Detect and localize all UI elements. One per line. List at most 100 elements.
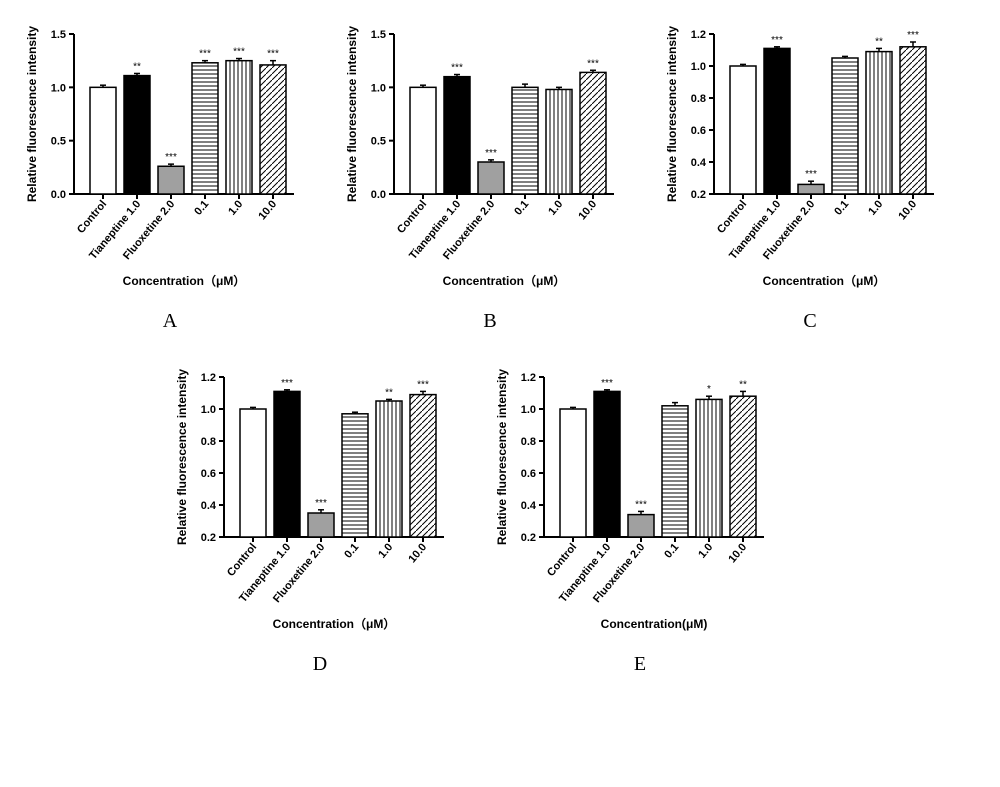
panel-A: 0.00.51.01.5Control**Tianeptine 1.0***Fl…: [20, 20, 320, 333]
x-tick-label: Control: [395, 198, 429, 236]
chart-D: 0.20.40.60.81.01.2Control***Tianeptine 1…: [170, 363, 470, 643]
bar: [90, 87, 116, 194]
x-tick-label: 0.1: [662, 541, 681, 560]
y-axis-label: Relative fluorescence intensity: [665, 26, 679, 202]
bar: [342, 414, 368, 537]
svg-text:0.5: 0.5: [371, 136, 386, 148]
svg-text:1.5: 1.5: [371, 29, 386, 41]
bar: [662, 406, 688, 537]
panel-label-B: B: [340, 310, 640, 333]
svg-text:1.2: 1.2: [691, 29, 706, 41]
significance-marker: ***: [485, 148, 497, 159]
svg-text:0.2: 0.2: [201, 532, 216, 544]
svg-text:0.6: 0.6: [691, 125, 706, 137]
bar: [764, 48, 790, 194]
bar: [594, 391, 620, 537]
bar: [560, 409, 586, 537]
svg-text:0.4: 0.4: [521, 500, 537, 512]
figure-grid: 0.00.51.01.5Control**Tianeptine 1.0***Fl…: [20, 20, 980, 676]
panel-B: 0.00.51.01.5Control***Tianeptine 1.0***F…: [340, 20, 640, 333]
x-axis-label: Concentration（μM）: [763, 273, 886, 288]
significance-marker: ***: [771, 35, 783, 46]
significance-marker: ***: [199, 49, 211, 60]
bar: [546, 89, 572, 194]
svg-text:0.8: 0.8: [521, 436, 536, 448]
x-tick-label: 10.0: [896, 198, 919, 222]
bar: [730, 396, 756, 537]
bar: [832, 58, 858, 194]
row-bottom: 0.20.40.60.81.01.2Control***Tianeptine 1…: [20, 363, 980, 676]
significance-marker: ***: [417, 379, 429, 390]
panel-E: 0.20.40.60.81.01.2Control***Tianeptine 1…: [490, 363, 790, 676]
significance-marker: *: [707, 384, 711, 395]
svg-text:1.0: 1.0: [51, 82, 66, 94]
bar: [124, 76, 150, 194]
x-tick-label: 0.1: [192, 198, 211, 217]
svg-text:1.5: 1.5: [51, 29, 66, 41]
bar: [158, 166, 184, 194]
bar: [478, 162, 504, 194]
significance-marker: ***: [315, 498, 327, 509]
panel-label-E: E: [490, 653, 790, 676]
significance-marker: ***: [267, 49, 279, 60]
x-tick-label: 10.0: [256, 198, 279, 222]
x-tick-label: 10.0: [406, 541, 429, 565]
x-axis-label: Concentration（μM）: [123, 273, 246, 288]
x-tick-label: Control: [75, 198, 109, 236]
svg-text:0.2: 0.2: [691, 189, 706, 201]
x-tick-label: 0.1: [342, 541, 361, 560]
svg-text:0.6: 0.6: [201, 468, 216, 480]
x-tick-label: 10.0: [576, 198, 599, 222]
y-axis-label: Relative fluorescence intensity: [25, 26, 39, 202]
chart-A: 0.00.51.01.5Control**Tianeptine 1.0***Fl…: [20, 20, 320, 300]
significance-marker: **: [739, 379, 747, 390]
significance-marker: ***: [635, 499, 647, 510]
bar: [410, 395, 436, 537]
significance-marker: **: [385, 387, 393, 398]
x-tick-label: 10.0: [726, 541, 749, 565]
significance-marker: **: [875, 36, 883, 47]
svg-text:1.2: 1.2: [201, 372, 216, 384]
bar: [376, 401, 402, 537]
panel-label-A: A: [20, 310, 320, 333]
svg-text:1.0: 1.0: [371, 82, 386, 94]
significance-marker: ***: [233, 47, 245, 58]
row-top: 0.00.51.01.5Control**Tianeptine 1.0***Fl…: [20, 20, 980, 333]
significance-marker: ***: [587, 58, 599, 69]
chart-B: 0.00.51.01.5Control***Tianeptine 1.0***F…: [340, 20, 640, 300]
bar: [730, 66, 756, 194]
significance-marker: ***: [601, 378, 613, 389]
panel-label-D: D: [170, 653, 470, 676]
svg-text:0.0: 0.0: [51, 189, 66, 201]
svg-text:1.0: 1.0: [691, 61, 706, 73]
x-tick-label: 0.1: [832, 198, 851, 217]
bar: [410, 87, 436, 194]
significance-marker: ***: [281, 378, 293, 389]
significance-marker: ***: [165, 152, 177, 163]
svg-text:0.0: 0.0: [371, 189, 386, 201]
svg-text:0.5: 0.5: [51, 136, 66, 148]
bar: [308, 513, 334, 537]
x-axis-label: Concentration（μM）: [273, 616, 396, 631]
bar: [444, 77, 470, 194]
svg-text:0.8: 0.8: [691, 93, 706, 105]
svg-text:0.4: 0.4: [691, 157, 707, 169]
panel-D: 0.20.40.60.81.01.2Control***Tianeptine 1…: [170, 363, 470, 676]
bar: [260, 65, 286, 194]
svg-text:0.4: 0.4: [201, 500, 217, 512]
svg-text:0.2: 0.2: [521, 532, 536, 544]
significance-marker: ***: [451, 63, 463, 74]
x-tick-label: Control: [715, 198, 749, 236]
bar: [226, 61, 252, 194]
bar: [798, 184, 824, 194]
svg-text:1.0: 1.0: [201, 404, 216, 416]
panel-label-C: C: [660, 310, 960, 333]
x-axis-label: Concentration(μM): [601, 617, 708, 631]
x-tick-label: 0.1: [512, 198, 531, 217]
bar: [866, 52, 892, 194]
y-axis-label: Relative fluorescence intensity: [495, 369, 509, 545]
chart-E: 0.20.40.60.81.01.2Control***Tianeptine 1…: [490, 363, 790, 643]
bar: [240, 409, 266, 537]
significance-marker: ***: [907, 30, 919, 41]
bar: [628, 515, 654, 537]
